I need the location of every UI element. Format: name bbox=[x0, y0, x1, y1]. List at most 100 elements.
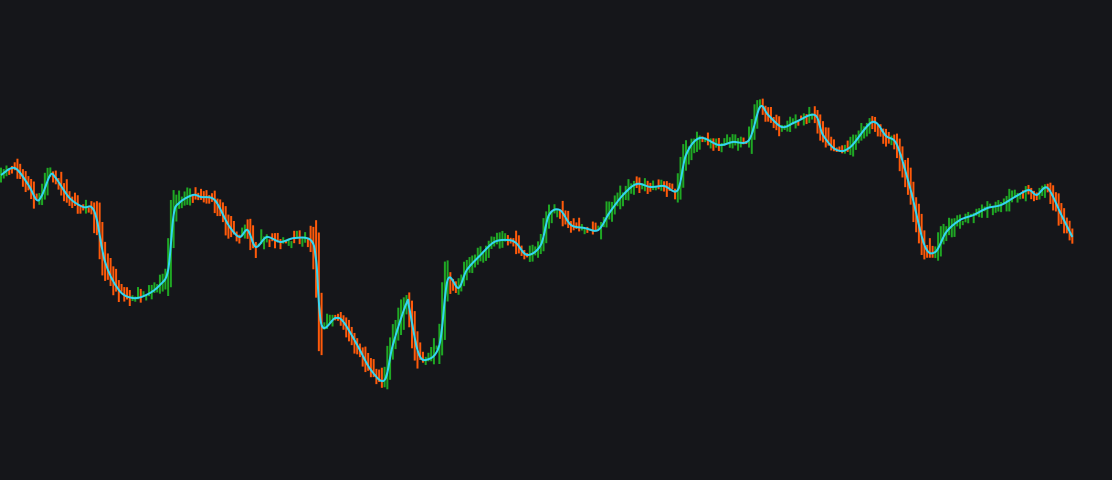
candle-up bbox=[0, 167, 2, 183]
candle-up bbox=[583, 228, 586, 235]
candle-up bbox=[948, 217, 951, 236]
candle-down bbox=[19, 163, 22, 179]
candle-down bbox=[115, 268, 118, 292]
candle-down bbox=[1022, 190, 1025, 199]
candle-down bbox=[194, 187, 197, 200]
candle-down bbox=[674, 188, 677, 200]
candle-up bbox=[383, 366, 386, 388]
candle-down bbox=[452, 278, 455, 291]
candle-down bbox=[657, 179, 660, 190]
candle-up bbox=[178, 190, 181, 209]
candle-down bbox=[830, 136, 833, 151]
candle-up bbox=[791, 118, 794, 125]
candle-up bbox=[1019, 193, 1022, 200]
candle-up bbox=[843, 144, 846, 154]
candle-down bbox=[73, 192, 76, 206]
candle-down bbox=[827, 127, 830, 146]
candle-down bbox=[216, 198, 219, 217]
candle-down bbox=[372, 359, 375, 378]
candle-down bbox=[65, 179, 68, 203]
candle-down bbox=[668, 182, 671, 191]
candle-down bbox=[879, 124, 882, 137]
candle-up bbox=[942, 223, 945, 245]
candle-up bbox=[986, 201, 989, 218]
candle-up bbox=[597, 225, 600, 231]
candle-up bbox=[693, 138, 696, 154]
candle-up bbox=[953, 218, 956, 237]
candle-down bbox=[638, 177, 641, 194]
candle-up bbox=[287, 238, 290, 246]
candle-down bbox=[419, 342, 422, 360]
candle-up bbox=[145, 295, 148, 301]
candle-up bbox=[690, 138, 693, 161]
candle-down bbox=[909, 167, 912, 205]
candle-up bbox=[865, 122, 868, 137]
candle-up bbox=[1013, 189, 1016, 198]
candle-up bbox=[802, 113, 805, 126]
candle-up bbox=[241, 227, 244, 237]
candle-up bbox=[726, 134, 729, 144]
candle-up bbox=[621, 192, 624, 207]
candle-up bbox=[430, 346, 433, 362]
candle-up bbox=[600, 221, 603, 240]
candle-down bbox=[353, 332, 356, 354]
candle-down bbox=[712, 138, 715, 151]
candle-up bbox=[611, 201, 614, 222]
candle-up bbox=[180, 196, 183, 209]
candle-down bbox=[230, 216, 233, 238]
candle-up bbox=[630, 183, 633, 194]
candle-up bbox=[282, 237, 285, 244]
candle-up bbox=[432, 338, 435, 365]
candle-down bbox=[252, 225, 255, 249]
candle-up bbox=[147, 285, 150, 297]
candle-down bbox=[52, 171, 55, 183]
candle-up bbox=[1016, 192, 1019, 203]
candle-up bbox=[484, 245, 487, 261]
candle-up bbox=[969, 213, 972, 216]
candle-down bbox=[238, 234, 241, 244]
candle-up bbox=[326, 313, 329, 329]
candle-up bbox=[427, 352, 430, 362]
candle-up bbox=[153, 282, 156, 293]
candle-up bbox=[49, 167, 52, 178]
candle-up bbox=[1024, 186, 1027, 202]
candle-down bbox=[87, 207, 90, 213]
candle-down bbox=[846, 140, 849, 152]
candle-down bbox=[816, 110, 819, 134]
candle-up bbox=[868, 118, 871, 134]
candle-up bbox=[435, 345, 438, 350]
candle-up bbox=[720, 142, 723, 153]
candle-down bbox=[79, 205, 82, 214]
candle-up bbox=[301, 237, 304, 247]
candle-up bbox=[748, 126, 751, 148]
candle-up bbox=[698, 135, 701, 150]
candle-down bbox=[885, 128, 888, 147]
candle-down bbox=[931, 245, 934, 258]
candle-down bbox=[106, 253, 109, 280]
candle-up bbox=[1043, 184, 1046, 198]
candle-down bbox=[369, 358, 372, 378]
candle-up bbox=[654, 187, 657, 191]
candle-up bbox=[142, 291, 145, 296]
candle-down bbox=[800, 115, 803, 121]
candle-up bbox=[961, 220, 964, 226]
candle-up bbox=[550, 210, 553, 224]
candle-down bbox=[822, 121, 824, 143]
candle-down bbox=[232, 220, 235, 235]
candle-down bbox=[772, 116, 775, 129]
candle-up bbox=[402, 297, 405, 330]
candle-up bbox=[641, 183, 644, 190]
candle-up bbox=[476, 247, 479, 265]
candle-down bbox=[10, 165, 13, 174]
candle-up bbox=[263, 236, 266, 250]
candle-down bbox=[558, 209, 561, 219]
candle-up bbox=[1011, 190, 1014, 203]
candle-down bbox=[120, 283, 123, 292]
candle-up bbox=[487, 240, 490, 258]
candle-down bbox=[1035, 192, 1038, 201]
candle-down bbox=[449, 272, 452, 294]
candle-up bbox=[863, 126, 866, 139]
candle-down bbox=[591, 221, 594, 235]
candle-down bbox=[805, 114, 808, 125]
